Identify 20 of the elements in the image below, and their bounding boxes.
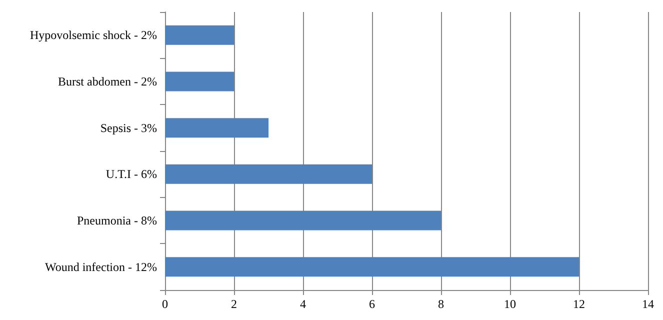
x-tick-label: 8 <box>438 297 444 311</box>
y-tick-label: Sepsis - 3% <box>100 120 157 135</box>
y-tick-label: Burst abdomen - 2% <box>58 74 157 88</box>
bar <box>165 257 579 277</box>
bar <box>165 164 372 184</box>
y-tick-label: U.T.I - 6% <box>106 167 158 182</box>
bar <box>165 72 234 92</box>
bar <box>165 25 234 45</box>
y-tick-label: Hypovolsemic shock - 2% <box>30 28 157 42</box>
x-tick-label: 6 <box>369 297 375 311</box>
x-tick-label: 10 <box>504 297 516 311</box>
x-tick-label: 12 <box>573 297 585 311</box>
y-tick-label: Pneumonia - 8% <box>77 214 157 228</box>
x-tick-label: 0 <box>162 297 168 311</box>
bar <box>165 210 441 230</box>
x-tick-label: 14 <box>642 297 654 311</box>
x-tick-label: 4 <box>300 297 306 311</box>
y-tick-label: Wound infection - 12% <box>44 260 157 274</box>
bar <box>165 118 268 138</box>
x-tick-label: 2 <box>231 297 237 311</box>
